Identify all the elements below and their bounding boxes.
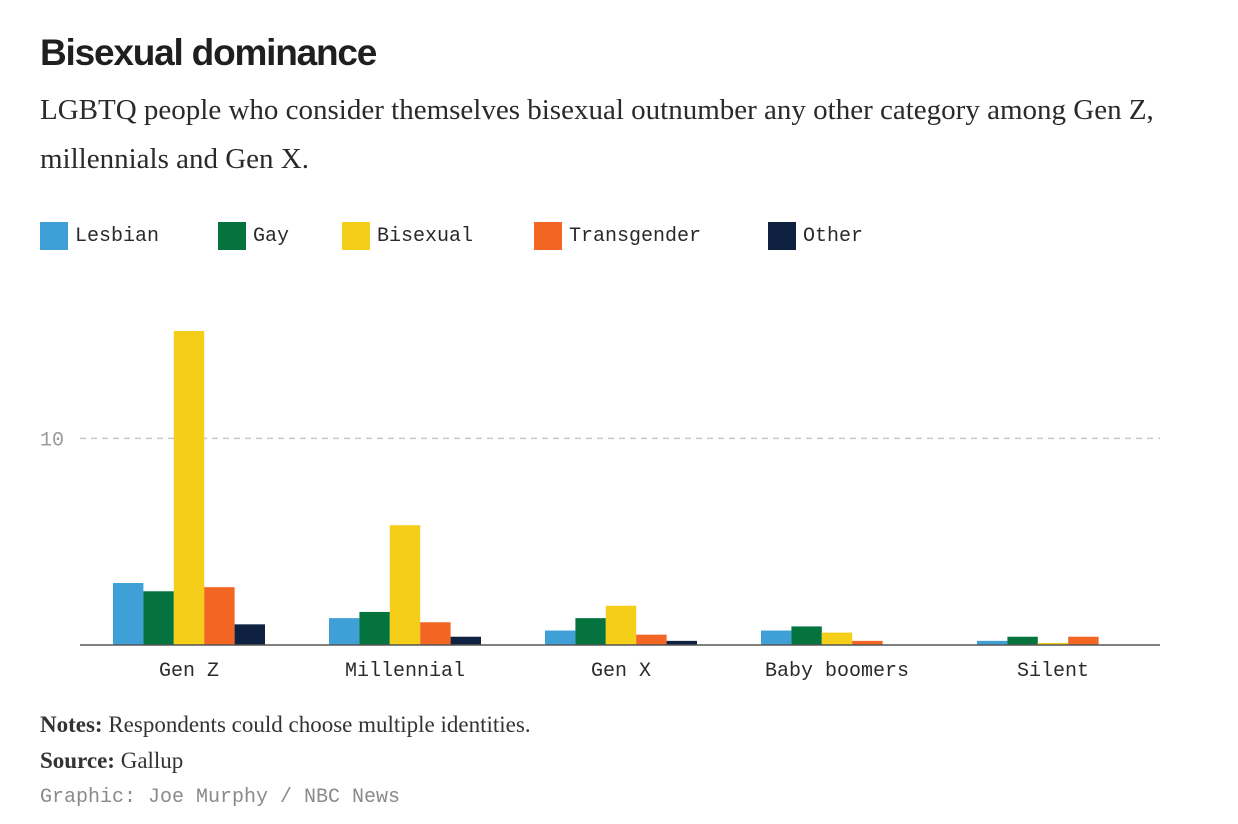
bar-other (234, 624, 265, 645)
legend-item-gay: Gay (218, 222, 289, 250)
bar-bisexual (605, 605, 637, 645)
bar-bisexual (173, 331, 205, 645)
bar-lesbian (113, 583, 144, 645)
bar-transgender (1068, 636, 1099, 645)
legend-item-bisexual: Bisexual (342, 222, 473, 250)
bar-other (450, 636, 481, 645)
x-tick-label: Gen Z (159, 660, 219, 683)
bar-gay (791, 626, 822, 645)
notes-label: Notes: (40, 712, 103, 737)
notes-line: Notes: Respondents could choose multiple… (40, 712, 531, 738)
source-line: Source: Gallup (40, 748, 183, 774)
bar-lesbian (545, 630, 576, 645)
bar-gay (359, 611, 390, 645)
legend-swatch (40, 222, 68, 250)
chart-subtitle: LGBTQ people who consider themselves bis… (40, 94, 1154, 175)
bar-lesbian (329, 618, 360, 645)
y-tick-label: 10 (40, 429, 64, 452)
graphic-credit: Graphic: Joe Murphy / NBC News (40, 786, 401, 809)
x-tick-label: Millennial (345, 660, 465, 683)
source-label: Source: (40, 748, 115, 773)
legend-label: Transgender (569, 224, 702, 248)
source-text: Gallup (120, 748, 184, 773)
bar-gay (143, 591, 174, 645)
legend-swatch (534, 222, 562, 250)
legend-item-lesbian: Lesbian (40, 222, 159, 250)
legend-label: Other (803, 224, 864, 248)
legend-label: Gay (253, 224, 290, 248)
legend-swatch (342, 222, 370, 250)
bar-bisexual (821, 632, 853, 645)
bar-transgender (852, 640, 883, 645)
bar-transgender (204, 587, 235, 645)
bar-transgender (636, 634, 667, 645)
bar-lesbian (761, 630, 792, 645)
bar-bisexual (1037, 642, 1069, 645)
legend-label: Lesbian (75, 224, 160, 248)
notes-text: Respondents could choose multiple identi… (108, 712, 531, 737)
bar-gay (1007, 636, 1038, 645)
x-tick-label: Silent (1017, 660, 1089, 683)
legend-item-transgender: Transgender (534, 222, 701, 250)
x-tick-label: Baby boomers (765, 660, 909, 683)
bar-gay (575, 618, 606, 645)
bar-lesbian (977, 640, 1008, 645)
x-tick-label: Gen X (591, 660, 651, 683)
bar-transgender (420, 622, 451, 645)
legend-label: Bisexual (377, 224, 474, 248)
chart-title: Bisexual dominance (40, 32, 377, 73)
bar-bisexual (389, 525, 421, 645)
bar-other (666, 640, 697, 645)
legend-swatch (218, 222, 246, 250)
legend-swatch (768, 222, 796, 250)
legend-item-other: Other (768, 222, 863, 250)
